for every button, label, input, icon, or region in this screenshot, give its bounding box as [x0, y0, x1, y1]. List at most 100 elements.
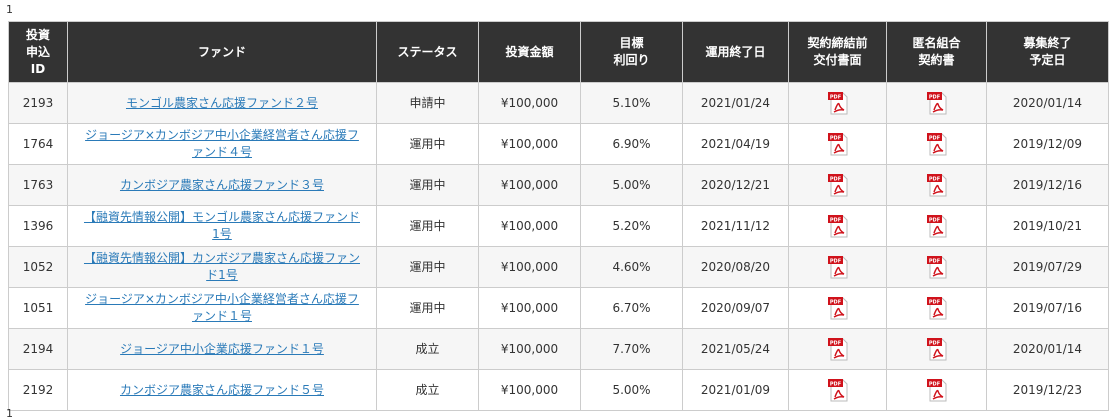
pagination[interactable]: 1 — [6, 407, 13, 420]
pdf-icon[interactable]: PDF — [926, 336, 948, 362]
partnership-contract: PDF — [886, 246, 987, 288]
pagination[interactable]: 1 — [6, 3, 13, 16]
partnership-contract: PDF — [886, 287, 987, 329]
end-date: 2021/04/19 — [682, 123, 789, 165]
application-id: 2193 — [8, 82, 68, 124]
status: 運用中 — [376, 246, 479, 288]
pre-contract-doc: PDF — [788, 246, 887, 288]
table-row: 1051 ジョージア×カンボジア中小企業経営者さん応援ファンド１号 運用中 ¥100,… — [8, 287, 1109, 329]
pdf-icon-label: PDF — [829, 135, 840, 141]
pdf-icon[interactable]: PDF — [827, 213, 849, 239]
status: 成立 — [376, 328, 479, 370]
amount: ¥100,000 — [478, 369, 581, 411]
target-yield: 5.10% — [580, 82, 683, 124]
column-header: 募集終了 予定日 — [986, 21, 1109, 83]
pdf-icon-label: PDF — [928, 94, 939, 100]
pdf-icon[interactable]: PDF — [926, 254, 948, 280]
fund-link[interactable]: ジョージア×カンボジア中小企業経営者さん応援ファンド１号 — [85, 292, 359, 323]
fund-link[interactable]: 【融資先情報公開】カンボジア農家さん応援ファンド1号 — [83, 251, 360, 282]
status: 成立 — [376, 369, 479, 411]
fund-link[interactable]: カンボジア農家さん応援ファンド３号 — [119, 177, 324, 192]
pdf-icon[interactable]: PDF — [827, 336, 849, 362]
partnership-contract: PDF — [886, 369, 987, 411]
end-date: 2021/01/09 — [682, 369, 789, 411]
pdf-icon-label: PDF — [829, 217, 840, 223]
column-header: 投資金額 — [478, 21, 581, 83]
end-date: 2021/05/24 — [682, 328, 789, 370]
partnership-contract: PDF — [886, 123, 987, 165]
column-header: ステータス — [376, 21, 479, 83]
table-row: 1052 【融資先情報公開】カンボジア農家さん応援ファンド1号 運用中 ¥100,00… — [8, 246, 1109, 288]
end-date: 2021/11/12 — [682, 205, 789, 247]
pdf-icon[interactable]: PDF — [926, 90, 948, 116]
fund-cell: ジョージア×カンボジア中小企業経営者さん応援ファンド４号 — [67, 123, 377, 165]
pre-contract-doc: PDF — [788, 205, 887, 247]
pdf-icon[interactable]: PDF — [827, 295, 849, 321]
fund-link[interactable]: 【融資先情報公開】モンゴル農家さん応援ファンド1号 — [83, 210, 360, 241]
pdf-icon-label: PDF — [928, 176, 939, 182]
pdf-icon[interactable]: PDF — [926, 295, 948, 321]
pdf-icon[interactable]: PDF — [827, 254, 849, 280]
pdf-icon-label: PDF — [829, 258, 840, 264]
fund-cell: ジョージア×カンボジア中小企業経営者さん応援ファンド１号 — [67, 287, 377, 329]
application-id: 2192 — [8, 369, 68, 411]
partnership-contract: PDF — [886, 164, 987, 206]
pdf-icon[interactable]: PDF — [926, 131, 948, 157]
end-date: 2020/08/20 — [682, 246, 789, 288]
fund-link[interactable]: カンボジア農家さん応援ファンド５号 — [119, 382, 324, 397]
pdf-icon[interactable]: PDF — [827, 90, 849, 116]
target-yield: 5.20% — [580, 205, 683, 247]
column-header: 匿名組合 契約書 — [886, 21, 987, 83]
application-id: 1396 — [8, 205, 68, 247]
pdf-icon[interactable]: PDF — [827, 377, 849, 403]
table-row: 1763 カンボジア農家さん応援ファンド３号 運用中 ¥100,000 5.00% 202… — [8, 164, 1109, 206]
partnership-contract: PDF — [886, 82, 987, 124]
table-row: 2193 モンゴル農家さん応援ファンド２号 申請中 ¥100,000 5.10% 2021… — [8, 82, 1109, 124]
amount: ¥100,000 — [478, 246, 581, 288]
status: 運用中 — [376, 205, 479, 247]
recruit-end-date: 2019/12/09 — [986, 123, 1109, 165]
table-row: 2194 ジョージア中小企業応援ファンド１号 成立 ¥100,000 7.70% 2021… — [8, 328, 1109, 370]
fund-link[interactable]: モンゴル農家さん応援ファンド２号 — [125, 95, 318, 110]
pdf-icon[interactable]: PDF — [827, 172, 849, 198]
end-date: 2020/12/21 — [682, 164, 789, 206]
table-row: 1396 【融資先情報公開】モンゴル農家さん応援ファンド1号 運用中 ¥100,000… — [8, 205, 1109, 247]
table-row: 1764 ジョージア×カンボジア中小企業経営者さん応援ファンド４号 運用中 ¥100,… — [8, 123, 1109, 165]
fund-cell: 【融資先情報公開】モンゴル農家さん応援ファンド1号 — [67, 205, 377, 247]
fund-cell: カンボジア農家さん応援ファンド５号 — [67, 369, 377, 411]
recruit-end-date: 2019/10/21 — [986, 205, 1109, 247]
end-date: 2021/01/24 — [682, 82, 789, 124]
status: 運用中 — [376, 123, 479, 165]
fund-link[interactable]: ジョージア中小企業応援ファンド１号 — [120, 341, 324, 356]
column-header: 契約締結前 交付書面 — [788, 21, 887, 83]
target-yield: 4.60% — [580, 246, 683, 288]
pdf-icon-label: PDF — [928, 299, 939, 305]
amount: ¥100,000 — [478, 164, 581, 206]
column-header: 目標 利回り — [580, 21, 683, 83]
amount: ¥100,000 — [478, 123, 581, 165]
fund-link[interactable]: ジョージア×カンボジア中小企業経営者さん応援ファンド４号 — [85, 128, 359, 159]
header-row: 投資 申込 ID ファンド ステータス 投資金額 目標 利回り 運用終了日 契約締結前 交付… — [8, 21, 1109, 83]
pre-contract-doc: PDF — [788, 123, 887, 165]
recruit-end-date: 2019/07/29 — [986, 246, 1109, 288]
partnership-contract: PDF — [886, 328, 987, 370]
target-yield: 6.90% — [580, 123, 683, 165]
fund-table: 投資 申込 ID ファンド ステータス 投資金額 目標 利回り 運用終了日 契約締結前 交付… — [8, 21, 1109, 411]
status: 運用中 — [376, 164, 479, 206]
pdf-icon[interactable]: PDF — [926, 213, 948, 239]
pdf-icon[interactable]: PDF — [926, 377, 948, 403]
application-id: 1764 — [8, 123, 68, 165]
pdf-icon[interactable]: PDF — [827, 131, 849, 157]
target-yield: 5.00% — [580, 164, 683, 206]
pdf-icon[interactable]: PDF — [926, 172, 948, 198]
recruit-end-date: 2020/01/14 — [986, 82, 1109, 124]
pre-contract-doc: PDF — [788, 287, 887, 329]
pdf-icon-label: PDF — [928, 340, 939, 346]
partnership-contract: PDF — [886, 205, 987, 247]
column-header: 投資 申込 ID — [8, 21, 68, 83]
amount: ¥100,000 — [478, 205, 581, 247]
pdf-icon-label: PDF — [928, 258, 939, 264]
pdf-icon-label: PDF — [829, 94, 840, 100]
recruit-end-date: 2020/01/14 — [986, 328, 1109, 370]
